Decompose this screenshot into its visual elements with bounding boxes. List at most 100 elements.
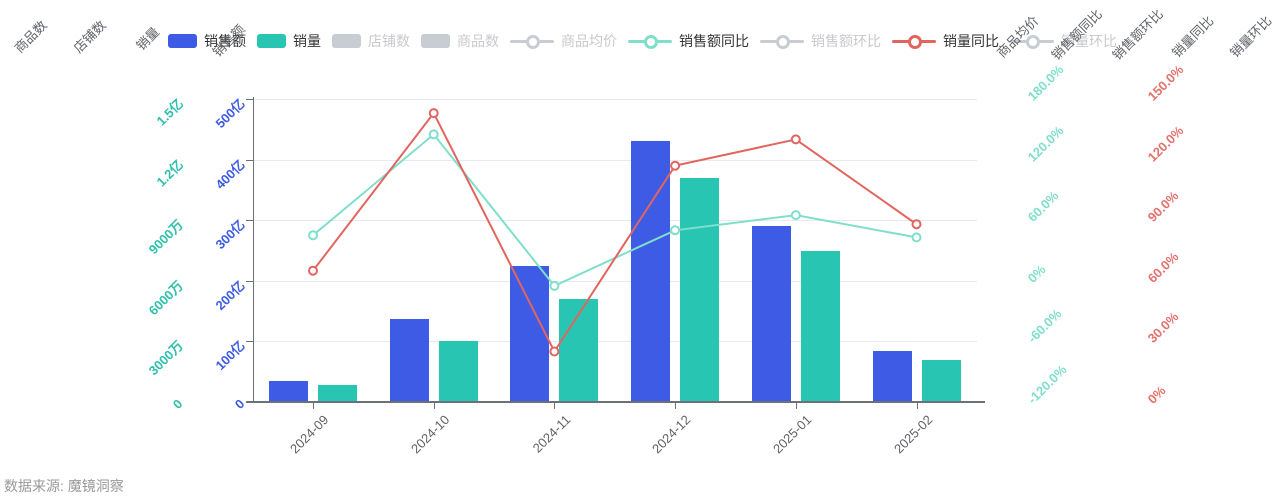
sales-amount-axis-label: 400亿 <box>212 156 249 192</box>
sales-count-axis-label: 0 <box>169 396 186 412</box>
legend-line-marker-icon <box>628 34 672 49</box>
legend-bar-swatch-icon <box>421 34 450 48</box>
sales-count-axis-label: 1.2亿 <box>153 156 187 190</box>
legend-circle-icon <box>526 35 540 49</box>
legend-circle-icon <box>776 35 790 49</box>
x-axis-line <box>246 401 985 403</box>
legend-bar-swatch-icon <box>257 34 286 48</box>
yoy-amount-axis-label: 60.0% <box>1024 188 1062 225</box>
sales-amount-axis-label: 200亿 <box>212 277 249 313</box>
sales-count-bar[interactable] <box>680 177 720 402</box>
axis-name-label: 销量同比 <box>1169 13 1217 61</box>
x-axis-label: 2025-02 <box>890 412 936 457</box>
sales-amount-axis-label: 100亿 <box>212 338 249 374</box>
legend-circle-icon <box>644 35 658 49</box>
yoy-amount-axis-label: -120.0% <box>1024 361 1070 407</box>
gridline <box>254 341 977 343</box>
legend-item-label: 销量环比 <box>1061 33 1117 49</box>
legend-line-marker-icon <box>892 34 936 49</box>
x-axis-tick <box>554 403 556 409</box>
axis-name-label: 店铺数 <box>70 17 109 56</box>
legend-item[interactable]: 销售额 <box>168 31 246 51</box>
y-axis-tick <box>246 280 253 282</box>
sales-count-bar[interactable] <box>800 250 840 402</box>
legend-item-label: 销售额环比 <box>811 33 881 49</box>
legend-item-label: 销售额 <box>204 33 246 49</box>
y-axis-tick <box>246 159 253 161</box>
data-source-note: 数据来源: 魔镜洞察 <box>4 478 124 494</box>
y-axis-tick <box>246 220 253 222</box>
yoy-count-axis-label: 150.0% <box>1144 62 1187 104</box>
sales-count-bar[interactable] <box>438 341 478 402</box>
sales-amount-bar[interactable] <box>510 265 550 402</box>
sales-amount-bar[interactable] <box>269 380 308 402</box>
legend-item-label: 商品数 <box>457 33 499 49</box>
y-axis-tick <box>246 341 253 343</box>
yoy-amount-axis-label: 120.0% <box>1024 122 1067 165</box>
sales-count-bar[interactable] <box>559 299 599 402</box>
x-axis-tick <box>675 403 677 409</box>
legend-item[interactable]: 销量 <box>257 31 321 51</box>
sales-count-bar[interactable] <box>921 359 961 402</box>
gridline <box>254 99 977 100</box>
x-axis-label: 2024-10 <box>407 412 453 457</box>
x-axis-tick <box>313 403 314 409</box>
sales-count-axis-label: 9000万 <box>145 217 187 258</box>
legend-item[interactable]: 销量环比 <box>1010 31 1117 51</box>
legend-item-label: 店铺数 <box>368 33 410 49</box>
yoy-count-axis-label: 60.0% <box>1144 248 1182 286</box>
legend-item-label: 商品均价 <box>561 33 617 49</box>
legend-item[interactable]: 销量同比 <box>892 31 999 51</box>
sales-amount-axis-label: 500亿 <box>212 95 249 132</box>
x-axis-label: 2024-11 <box>529 412 574 456</box>
x-axis-label: 2025-01 <box>770 412 815 457</box>
legend-item-label: 销售额同比 <box>679 33 749 49</box>
legend-item[interactable]: 店铺数 <box>332 31 410 51</box>
plot-area <box>254 99 977 402</box>
legend-item-label: 销量同比 <box>943 33 999 49</box>
yoy-count-axis-label: 90.0% <box>1144 188 1182 225</box>
y-axis-tick <box>246 99 253 100</box>
sales-amount-axis-label: 0 <box>231 396 248 412</box>
x-axis-tick <box>916 403 918 409</box>
axis-name-label: 销量环比 <box>1227 13 1275 61</box>
sales-count-axis-label: 6000万 <box>145 277 187 318</box>
yoy-count-axis-label: 30.0% <box>1144 309 1182 347</box>
legend-line-marker-icon <box>510 34 554 49</box>
x-axis-tick <box>433 403 435 409</box>
x-axis-tick <box>795 403 797 409</box>
sales-amount-bar[interactable] <box>389 319 429 402</box>
legend-item[interactable]: 商品均价 <box>510 31 617 51</box>
sales-count-axis-label: 1.5亿 <box>153 95 187 129</box>
axis-name-label: 销量 <box>133 24 163 54</box>
sales-amount-bar[interactable] <box>872 350 912 402</box>
legend-circle-icon <box>908 35 922 49</box>
legend-item[interactable]: 销售额环比 <box>760 31 881 51</box>
yoy-count-axis-label: 0% <box>1144 382 1169 407</box>
sales-count-bar[interactable] <box>318 384 357 402</box>
axis-name-label: 商品数 <box>11 17 50 56</box>
gridline <box>254 220 977 222</box>
legend-item[interactable]: 销售额同比 <box>628 31 749 51</box>
legend-line-marker-icon <box>760 34 804 49</box>
gridline <box>254 280 977 282</box>
legend-item-label: 销量 <box>293 33 321 49</box>
sales-amount-axis-label: 300亿 <box>212 217 249 253</box>
sales-amount-bar[interactable] <box>751 226 791 402</box>
y-axis-line <box>253 97 254 402</box>
legend-line-marker-icon <box>1010 34 1054 49</box>
legend: 销售额 销量 店铺数 商品数 商品均价 销售额同比 销售额环比 销量同比 销量环比 <box>168 31 1117 51</box>
yoy-count-axis-label: 120.0% <box>1144 122 1187 165</box>
legend-item[interactable]: 商品数 <box>421 31 499 51</box>
yoy-amount-axis-label: 180.0% <box>1024 62 1067 104</box>
gridline <box>254 159 977 161</box>
yoy-amount-axis-label: 0% <box>1024 261 1049 286</box>
legend-bar-swatch-icon <box>332 34 361 48</box>
x-axis-label: 2024-09 <box>287 412 332 457</box>
x-axis-label: 2024-12 <box>649 412 694 457</box>
sales-count-axis-label: 3000万 <box>145 338 187 379</box>
sales-amount-bar[interactable] <box>631 141 671 402</box>
legend-circle-icon <box>1026 35 1040 49</box>
legend-bar-swatch-icon <box>168 34 197 48</box>
